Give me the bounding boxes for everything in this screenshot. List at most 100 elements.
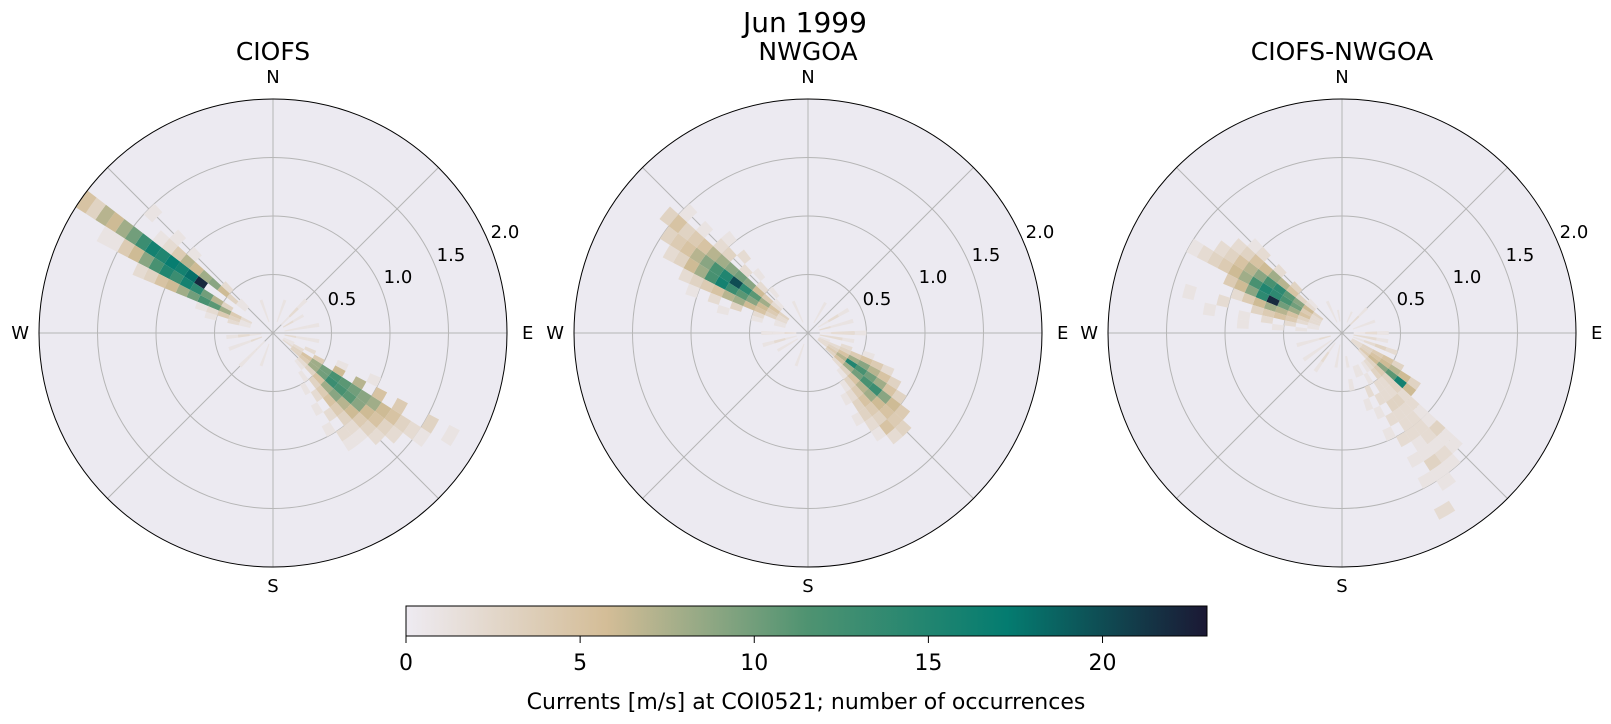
histogram-cell	[857, 360, 871, 371]
histogram-cell	[830, 322, 843, 328]
histogram-cell	[1308, 319, 1321, 326]
histogram-cell	[699, 278, 715, 293]
histogram-cell	[217, 285, 230, 298]
histogram-cell	[307, 322, 320, 329]
histogram-cell	[1248, 276, 1264, 290]
histogram-cell	[1369, 351, 1382, 362]
histogram-cell	[721, 230, 737, 247]
histogram-cell	[1320, 351, 1330, 363]
histogram-cell	[307, 337, 320, 344]
histogram-cell	[282, 320, 294, 328]
histogram-cell	[304, 346, 317, 355]
histogram-cell	[1255, 246, 1271, 262]
histogram-cell	[817, 339, 828, 348]
compass-label-w: W	[11, 323, 29, 344]
histogram-cell	[1239, 246, 1256, 262]
histogram-cell	[1353, 331, 1366, 335]
histogram-cell	[189, 261, 204, 277]
histogram-cell	[752, 268, 766, 282]
histogram-cell	[1312, 345, 1324, 355]
histogram-cell	[863, 370, 878, 383]
histogram-cell	[1397, 388, 1412, 403]
histogram-cell	[259, 299, 266, 312]
histogram-cell	[1296, 340, 1309, 348]
histogram-cell	[685, 283, 700, 298]
histogram-cell	[756, 281, 769, 294]
histogram-cell	[1244, 284, 1259, 298]
histogram-cell	[312, 372, 325, 385]
radial-tick-label: 0.5	[328, 289, 357, 310]
histogram-cell	[1374, 392, 1386, 406]
histogram-cell	[333, 382, 348, 397]
histogram-cell	[1307, 338, 1320, 344]
colorbar-tick-label: 20	[1089, 651, 1117, 676]
histogram-cell	[818, 337, 830, 344]
histogram-cell	[669, 233, 688, 252]
histogram-cell	[1290, 301, 1303, 312]
histogram-cell	[106, 232, 125, 252]
histogram-cell	[296, 298, 308, 310]
histogram-cell	[707, 292, 722, 305]
histogram-cell	[826, 345, 838, 355]
histogram-cell	[817, 338, 829, 346]
histogram-cell	[710, 284, 725, 298]
histogram-cell	[761, 293, 774, 305]
histogram-cell	[1377, 330, 1389, 336]
histogram-cell	[678, 268, 694, 284]
histogram-cell	[659, 206, 679, 227]
histogram-cell	[319, 364, 333, 376]
histogram-cell	[836, 367, 848, 380]
radial-tick-label: 1.5	[437, 245, 466, 266]
histogram-cell	[1336, 309, 1341, 322]
histogram-cell	[143, 203, 163, 223]
histogram-cell	[1363, 372, 1374, 385]
histogram-cell	[1272, 263, 1287, 278]
histogram-cell	[367, 411, 385, 428]
histogram-cell	[249, 333, 262, 337]
histogram-cell	[208, 300, 222, 311]
histogram-cell	[1282, 290, 1296, 302]
panel-title: NWGOA	[758, 37, 857, 66]
colorbar-label: Currents [m/s] at COI0521; number of occ…	[527, 690, 1086, 715]
histogram-cell	[704, 270, 720, 285]
histogram-cell	[1304, 301, 1317, 312]
histogram-cell	[315, 384, 329, 398]
histogram-cell	[1384, 384, 1398, 398]
polar-frame	[1107, 98, 1577, 568]
histogram-cell	[1255, 289, 1270, 302]
histogram-cell	[440, 424, 460, 447]
histogram-cell	[842, 361, 855, 373]
histogram-cell	[1349, 315, 1360, 326]
histogram-cell	[1223, 247, 1240, 264]
histogram-cell	[304, 364, 317, 377]
histogram-cell	[402, 421, 422, 440]
histogram-cell	[841, 318, 854, 326]
compass-label-w: W	[546, 323, 564, 344]
histogram-cell	[762, 340, 775, 348]
histogram-cell	[307, 361, 320, 373]
histogram-cell	[1312, 311, 1324, 321]
histogram-cell	[877, 389, 892, 405]
histogram-cell	[1260, 315, 1274, 324]
histogram-cell	[198, 269, 213, 284]
polar-frame	[38, 98, 508, 568]
histogram-cell	[678, 203, 698, 223]
histogram-cell	[226, 334, 239, 340]
histogram-cell	[412, 427, 431, 447]
histogram-cell	[228, 315, 241, 323]
histogram-cell	[298, 370, 309, 383]
histogram-cell	[879, 404, 895, 420]
histogram-cell	[1302, 304, 1315, 315]
histogram-cell	[705, 246, 722, 262]
histogram-cell	[385, 425, 403, 444]
histogram-cell	[1377, 376, 1390, 389]
histogram-cell	[791, 300, 800, 313]
histogram-cell	[344, 404, 360, 420]
histogram-cell	[1355, 364, 1364, 377]
histogram-cell	[250, 336, 263, 342]
histogram-cell	[255, 340, 266, 351]
histogram-cell	[885, 397, 901, 413]
histogram-cell	[316, 368, 329, 381]
histogram-cell	[894, 419, 912, 437]
histogram-cell	[1309, 316, 1322, 325]
